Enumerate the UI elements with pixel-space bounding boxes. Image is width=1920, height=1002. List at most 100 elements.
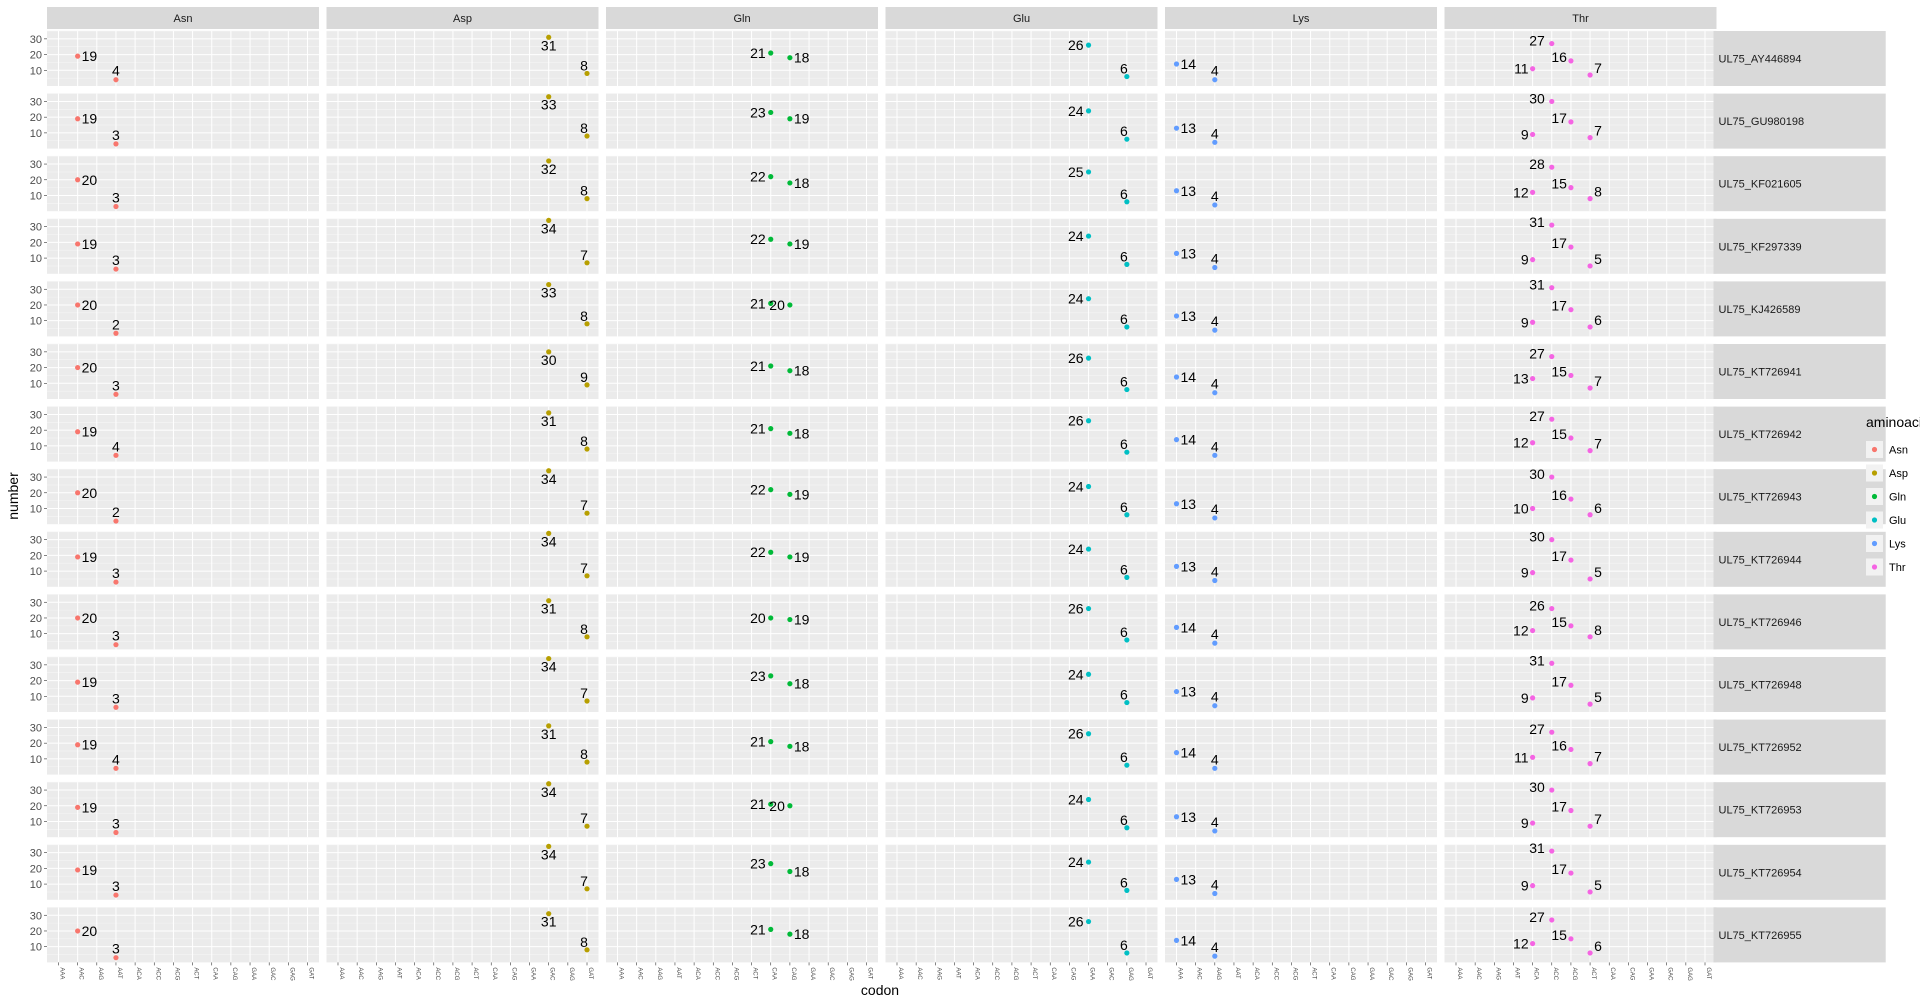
legend-title: aminoacid <box>1866 414 1920 430</box>
data-point <box>787 180 793 186</box>
panel-background <box>606 719 878 775</box>
row-strip: UL75_KT726952 <box>1713 719 1886 775</box>
facet-panel <box>606 907 878 963</box>
x-tick-label: GAC <box>828 967 834 981</box>
data-label: 11 <box>1514 61 1529 77</box>
data-label: 26 <box>1068 37 1084 53</box>
data-label: 16 <box>1551 49 1567 65</box>
data-point <box>1549 537 1555 543</box>
data-point <box>1212 327 1218 333</box>
panel-background <box>606 406 878 462</box>
row-strip-label: UL75_KT726944 <box>1719 554 1802 566</box>
data-label: 19 <box>794 612 810 628</box>
data-point <box>1173 501 1180 507</box>
data-point <box>768 801 774 807</box>
data-point <box>584 947 590 953</box>
panel-background <box>326 218 599 274</box>
data-label: 14 <box>1180 745 1196 761</box>
y-tick-label: 20 <box>30 112 42 124</box>
data-point <box>1587 263 1593 269</box>
data-point <box>546 598 552 604</box>
data-label: 6 <box>1120 874 1128 890</box>
x-tick-label: AAC <box>637 967 643 980</box>
data-label: 4 <box>1211 501 1219 517</box>
facet-panel <box>885 907 1158 963</box>
data-point <box>1212 139 1218 145</box>
data-point <box>1085 296 1092 302</box>
x-tick-label: GAT <box>867 967 873 979</box>
legend-marker <box>1871 517 1878 523</box>
data-label: 13 <box>1180 496 1196 512</box>
data-point <box>1530 940 1536 947</box>
column-strip-label: Thr <box>1572 13 1589 25</box>
data-point <box>1173 563 1180 569</box>
row-strip-background <box>1713 782 1886 838</box>
data-point <box>768 739 774 745</box>
data-label: 13 <box>1180 245 1196 261</box>
facet-panel <box>1444 343 1717 399</box>
row-strip: UL75_KT726944 <box>1713 531 1886 587</box>
column-strip: Glu <box>885 7 1158 29</box>
x-tick-label: ACA <box>974 967 980 979</box>
data-label: 8 <box>580 183 588 199</box>
data-label: 20 <box>769 798 785 814</box>
data-point <box>1549 98 1555 105</box>
legend-label: Glu <box>1889 515 1906 527</box>
data-label: 30 <box>1529 779 1545 795</box>
y-tick-label: 30 <box>30 472 42 484</box>
facet-panel <box>885 719 1158 775</box>
data-label: 3 <box>112 189 120 205</box>
data-label: 6 <box>1120 311 1128 327</box>
panel-background <box>1165 31 1437 86</box>
facet-panel <box>1165 719 1437 775</box>
data-point <box>584 70 590 77</box>
data-label: 9 <box>1521 690 1529 706</box>
panel-background <box>1165 782 1437 838</box>
data-label: 33 <box>541 285 557 301</box>
data-point <box>1085 418 1092 424</box>
data-label: 24 <box>1068 791 1084 807</box>
data-point <box>1173 750 1180 756</box>
facet-panel <box>606 93 878 149</box>
panel-background <box>1444 657 1717 712</box>
data-label: 4 <box>1211 376 1219 392</box>
facet-panel <box>606 218 878 274</box>
panel-background <box>1165 156 1437 212</box>
facet-panel <box>47 406 319 462</box>
data-label: 4 <box>1211 251 1219 267</box>
data-point <box>787 803 793 809</box>
data-label: 15 <box>1551 614 1567 630</box>
data-point <box>1173 125 1180 131</box>
facet-panel <box>326 406 599 462</box>
row-strip-label: UL75_GU980198 <box>1719 116 1805 128</box>
data-label: 28 <box>1529 156 1545 172</box>
panel-background <box>1165 344 1437 399</box>
x-tick-label: CAA <box>212 967 218 979</box>
column-strip-label: Gln <box>733 13 750 25</box>
data-label: 15 <box>1551 363 1567 379</box>
x-tick-label: AAG <box>656 967 662 980</box>
data-label: 8 <box>580 120 588 136</box>
data-point <box>768 109 774 116</box>
data-point <box>546 158 552 164</box>
facet-panel <box>1444 93 1717 149</box>
facet-panel <box>1444 30 1717 86</box>
data-point <box>1085 42 1092 48</box>
data-point <box>1124 574 1130 580</box>
row-strip: UL75_KT726948 <box>1713 657 1886 712</box>
data-point <box>113 203 119 210</box>
facet-panel <box>47 218 319 274</box>
panel-background <box>1444 719 1717 775</box>
data-point <box>584 886 590 892</box>
facet-panel <box>606 844 878 900</box>
data-point <box>584 823 590 829</box>
data-label: 3 <box>112 941 120 957</box>
y-tick-label: 20 <box>30 488 42 500</box>
y-tick-label: 30 <box>30 159 42 171</box>
data-point <box>787 868 793 875</box>
facet-panel <box>885 531 1158 587</box>
data-point <box>1587 823 1593 829</box>
data-label: 22 <box>750 169 766 185</box>
data-label: 4 <box>1211 125 1219 141</box>
panel-background <box>606 657 878 712</box>
